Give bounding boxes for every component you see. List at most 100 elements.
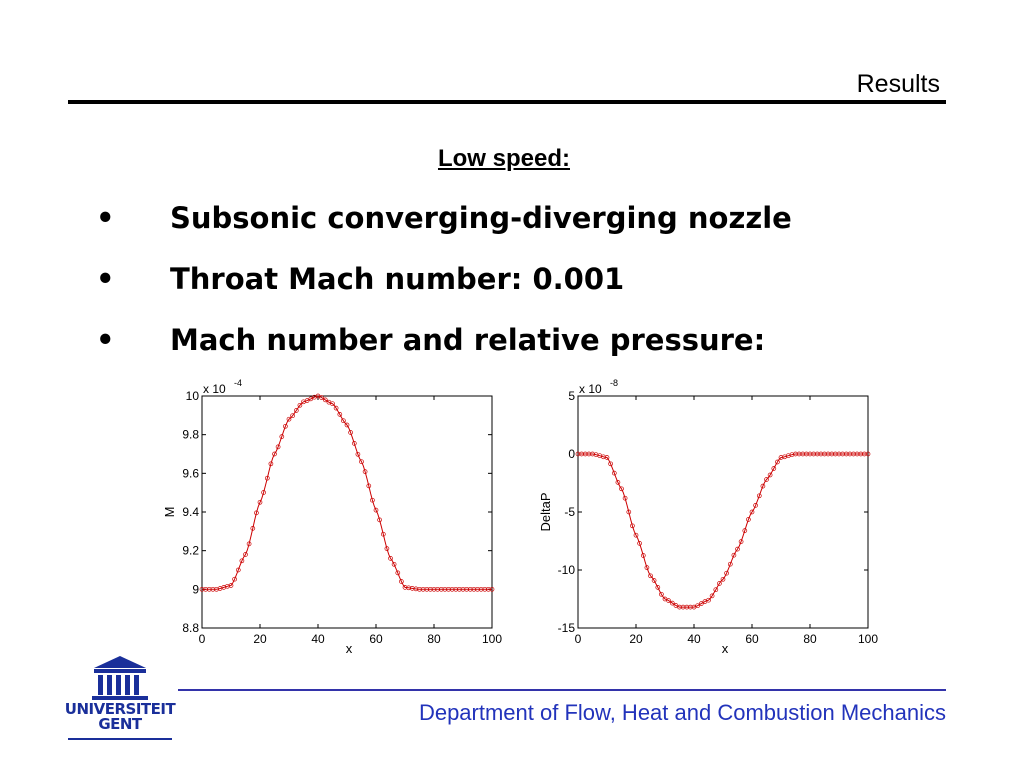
bullet-text: Throat Mach number: 0.001 <box>170 262 625 296</box>
data-point <box>413 586 419 592</box>
data-point <box>428 586 433 592</box>
data-point <box>232 576 237 582</box>
data-point <box>457 586 462 592</box>
data-point <box>348 430 353 435</box>
logo-line-2: GENT <box>98 715 142 733</box>
y-tick-label: 9.4 <box>182 505 199 519</box>
data-point <box>261 490 266 495</box>
data-point <box>424 586 430 592</box>
data-point <box>619 486 624 492</box>
data-point <box>272 451 277 457</box>
data-point <box>482 586 488 592</box>
data-point <box>659 591 664 597</box>
data-point <box>370 497 375 503</box>
x-tick-label: 20 <box>253 632 267 646</box>
data-point <box>275 444 281 450</box>
data-point <box>862 451 867 457</box>
data-point <box>677 604 682 610</box>
data-point <box>775 459 780 465</box>
data-point <box>847 451 853 457</box>
y-tick-label: 9.6 <box>182 466 199 480</box>
data-point <box>611 470 617 476</box>
data-point <box>362 469 368 474</box>
data-point <box>341 418 346 424</box>
data-point <box>210 586 216 592</box>
data-point <box>409 586 415 591</box>
y-exponent-label: -8 <box>610 378 618 388</box>
data-point <box>391 561 397 567</box>
data-point <box>268 461 274 467</box>
data-point <box>655 585 661 590</box>
data-point <box>669 600 675 606</box>
data-point <box>793 451 798 457</box>
data-point <box>756 493 762 499</box>
y-tick-label: 9 <box>192 582 199 596</box>
data-point <box>290 413 295 419</box>
y-axis-label: M <box>162 507 177 518</box>
x-tick-label: 0 <box>575 632 582 646</box>
data-point <box>344 422 350 428</box>
data-point <box>246 541 252 547</box>
data-point <box>286 416 292 422</box>
y-multiplier-label: x 10 <box>203 382 226 396</box>
data-point <box>438 586 444 592</box>
data-point <box>264 475 270 481</box>
data-point <box>239 558 245 564</box>
data-point <box>833 451 838 457</box>
bullet-text: Mach number and relative pressure: <box>170 323 766 357</box>
data-point <box>742 528 748 533</box>
data-point <box>373 507 379 513</box>
header-divider <box>68 100 946 104</box>
data-point <box>582 451 588 457</box>
chart-1: 0 20 40 60 80 100 8.8 9 9.2 9.4 9.6 9.8 10 x 10 -4 x M <box>162 378 502 656</box>
data-point <box>366 483 372 489</box>
data-point <box>250 526 256 531</box>
data-point <box>615 480 621 485</box>
data-point <box>257 499 263 505</box>
data-point <box>293 408 299 413</box>
data-point <box>807 451 813 457</box>
data-point <box>713 587 719 593</box>
data-point <box>706 597 711 603</box>
x-tick-label: 40 <box>687 632 701 646</box>
y-multiplier-label: x 10 <box>579 382 602 396</box>
x-axis-label: x <box>346 641 353 656</box>
series-line <box>202 395 492 590</box>
data-point <box>322 397 328 403</box>
data-point <box>337 412 343 417</box>
data-point <box>359 459 364 465</box>
data-point <box>637 541 642 546</box>
y-tick-label: 0 <box>568 447 575 461</box>
data-point <box>731 552 737 558</box>
y-tick-label: 9.8 <box>182 428 199 442</box>
x-tick-label: 60 <box>369 632 383 646</box>
y-tick-label: -10 <box>558 563 576 577</box>
data-point <box>829 451 835 457</box>
data-point <box>666 598 671 603</box>
data-point <box>377 517 382 523</box>
y-tick-label: 5 <box>568 389 575 403</box>
x-axis-label: x <box>722 641 729 656</box>
data-point <box>695 603 700 609</box>
data-point <box>319 395 324 400</box>
data-point <box>633 532 639 538</box>
data-point <box>651 578 657 583</box>
data-point <box>684 604 690 610</box>
page-title: Results <box>856 70 940 98</box>
data-point <box>475 586 480 592</box>
data-point <box>865 451 871 457</box>
data-point <box>717 581 722 586</box>
data-point <box>380 531 386 537</box>
y-tick-label: 10 <box>186 389 200 403</box>
data-point <box>608 461 613 467</box>
data-point <box>575 451 581 457</box>
data-point <box>431 586 437 592</box>
data-point <box>640 553 646 558</box>
university-logo: UNIVERSITEIT GENT <box>64 654 176 742</box>
data-point <box>746 517 751 522</box>
y-tick-label: 9.2 <box>182 544 199 558</box>
data-point <box>254 510 259 516</box>
data-point <box>330 401 335 407</box>
data-point <box>738 539 744 544</box>
data-point <box>709 593 715 599</box>
